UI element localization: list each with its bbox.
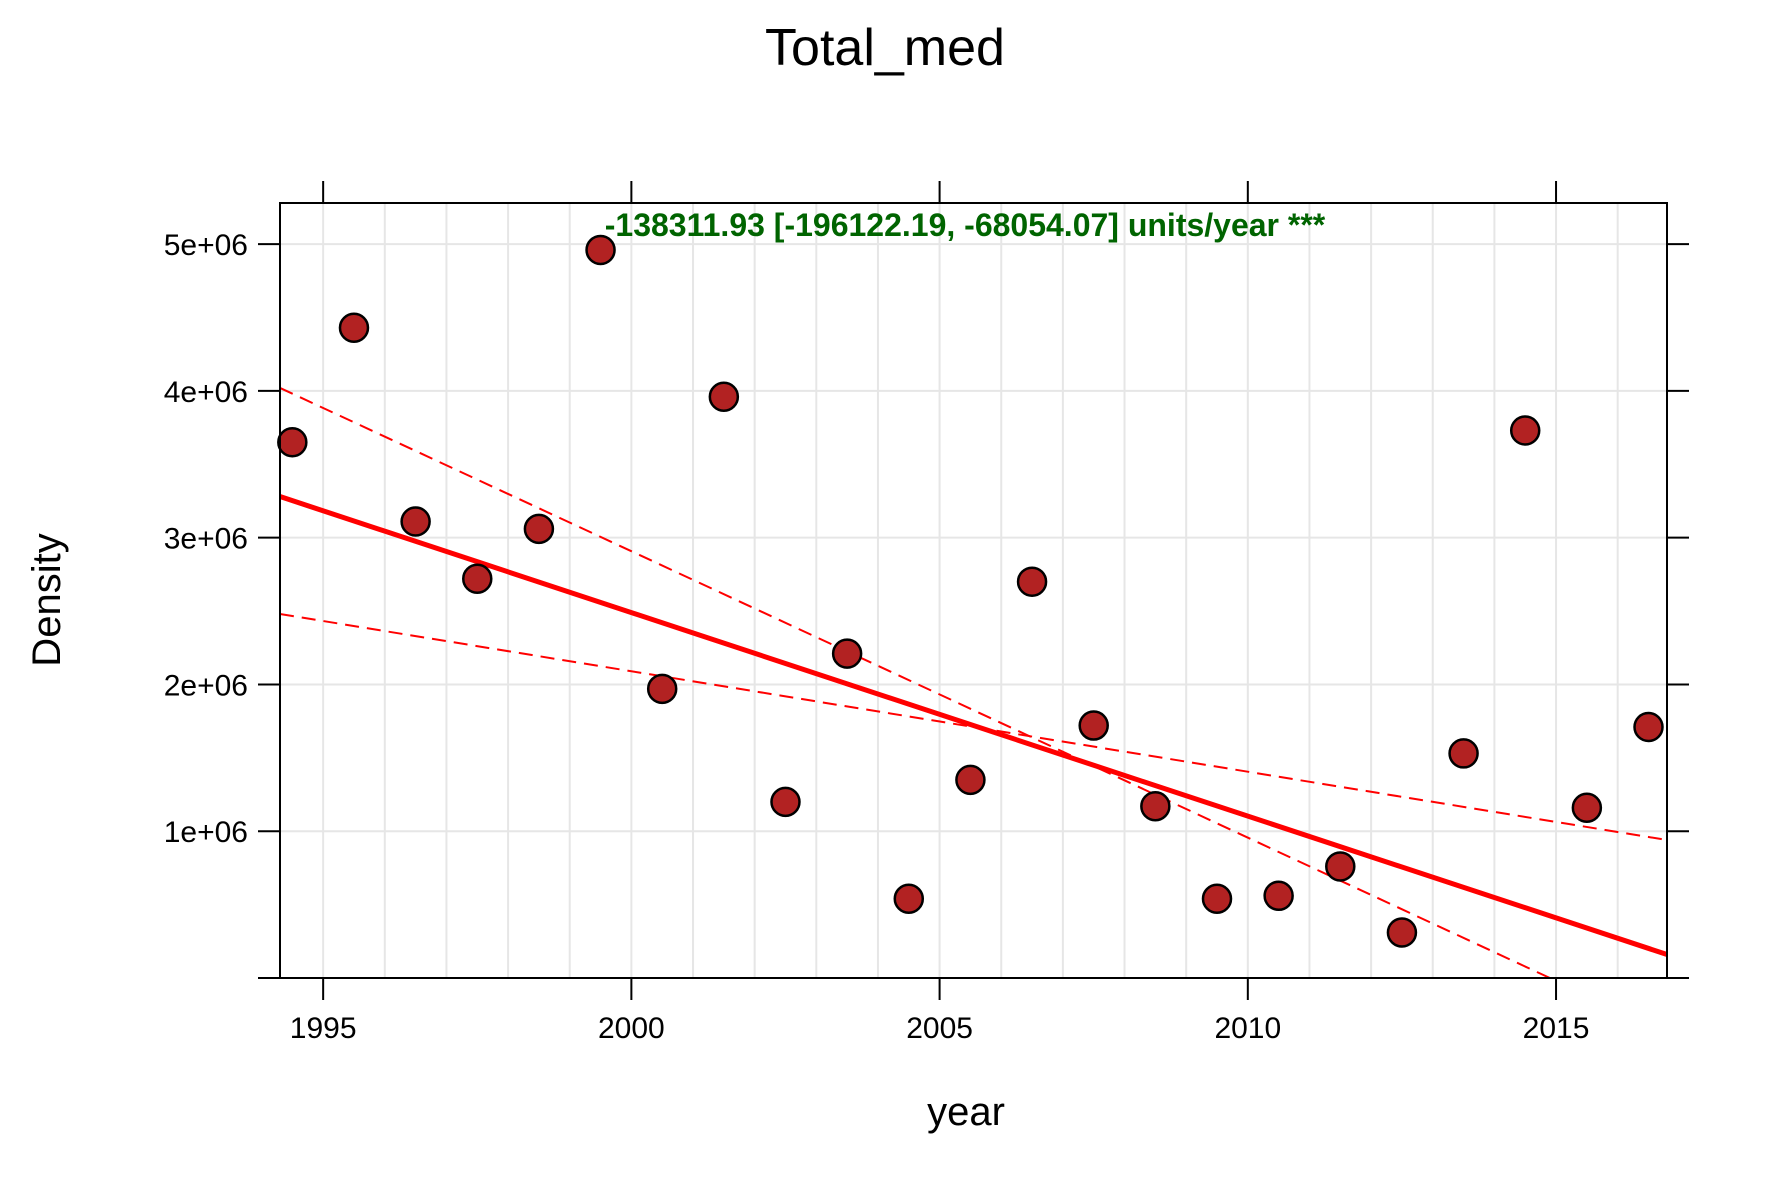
data-point [708, 381, 740, 412]
data-point [1016, 566, 1048, 597]
data-point [1448, 738, 1479, 769]
data-point [585, 234, 616, 266]
y-tick-label: 1e+06 [164, 816, 248, 849]
data-point [1509, 415, 1541, 446]
data-point [462, 563, 493, 595]
data-point [277, 427, 308, 458]
axis-ticks [258, 181, 1689, 1000]
data-point [1263, 880, 1294, 912]
x-tick-label: 2010 [1214, 1012, 1281, 1045]
grid-lines [280, 203, 1667, 978]
trend-lines [279, 387, 1668, 979]
y-tick-label: 2e+06 [164, 669, 248, 702]
data-point [893, 883, 925, 914]
y-tick-label: 3e+06 [164, 523, 248, 556]
x-tick-label: 2005 [906, 1012, 973, 1045]
data-point [523, 513, 555, 545]
chart-title: Total_med [765, 19, 1005, 77]
y-tick-label: 5e+06 [164, 229, 248, 262]
confidence-line [279, 612, 1668, 842]
data-point [1078, 710, 1109, 741]
data-point [1633, 711, 1664, 743]
axis-tick-labels: 1995 2000 2005 2010 2015 1e+06 2e+06 3e+06 4e+06… [164, 229, 1590, 1045]
data-point [400, 506, 431, 537]
data-point [1386, 917, 1418, 948]
x-tick-label: 2015 [1523, 1012, 1590, 1045]
data-point [770, 786, 801, 818]
data-point [1325, 851, 1356, 882]
data-point [1571, 792, 1603, 823]
trend-line [279, 494, 1668, 957]
data-point [338, 312, 370, 344]
data-point [955, 764, 986, 796]
x-tick-label: 1995 [290, 1012, 357, 1045]
data-point [831, 638, 863, 669]
data-point [1140, 791, 1171, 822]
plot-frame [279, 202, 1668, 979]
trend-annotation: -138311.93 [-196122.19, -68054.07] units… [605, 207, 1326, 243]
data-points [277, 234, 1664, 948]
x-tick-label: 2000 [598, 1012, 665, 1045]
x-axis-label: year [927, 1090, 1005, 1134]
y-axis-label: Density [25, 533, 69, 666]
data-point [646, 673, 678, 705]
data-point [1201, 883, 1233, 914]
y-tick-label: 4e+06 [164, 376, 248, 409]
